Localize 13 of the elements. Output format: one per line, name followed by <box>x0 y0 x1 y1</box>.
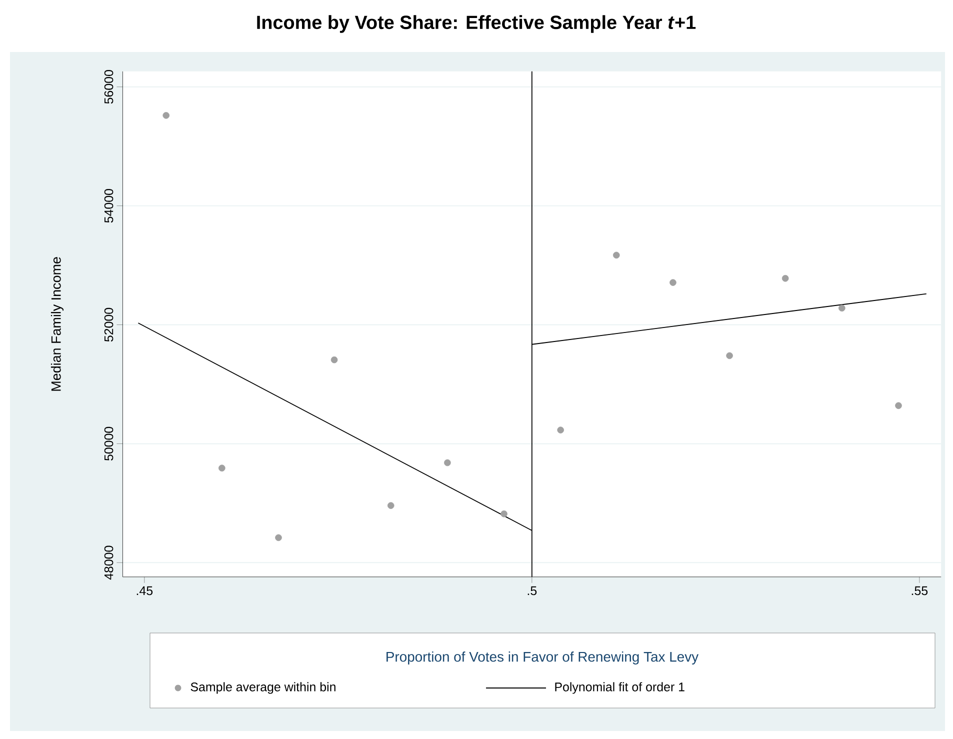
y-tick-label: 50000 <box>104 426 114 461</box>
y-tick-label: 54000 <box>104 188 114 223</box>
y-axis-title: Median Family Income <box>50 257 64 391</box>
chart-title: Income by Vote Share: Effective Sample Year t+1 <box>257 15 696 33</box>
y-tick-label: 56000 <box>104 70 114 104</box>
x-tick-label: .5 <box>528 586 537 596</box>
x-axis-title: Proportion of Votes in Favor of Renewing Tax Levy <box>386 651 699 664</box>
x-tick-label: .55 <box>912 586 928 596</box>
x-tick-label: .45 <box>136 586 153 596</box>
legend-label: Polynomial fit of order 1 <box>555 682 684 694</box>
y-tick-label: 52000 <box>104 308 114 342</box>
legend-label: Sample average within bin <box>190 682 336 694</box>
y-tick-label: 48000 <box>104 546 114 580</box>
